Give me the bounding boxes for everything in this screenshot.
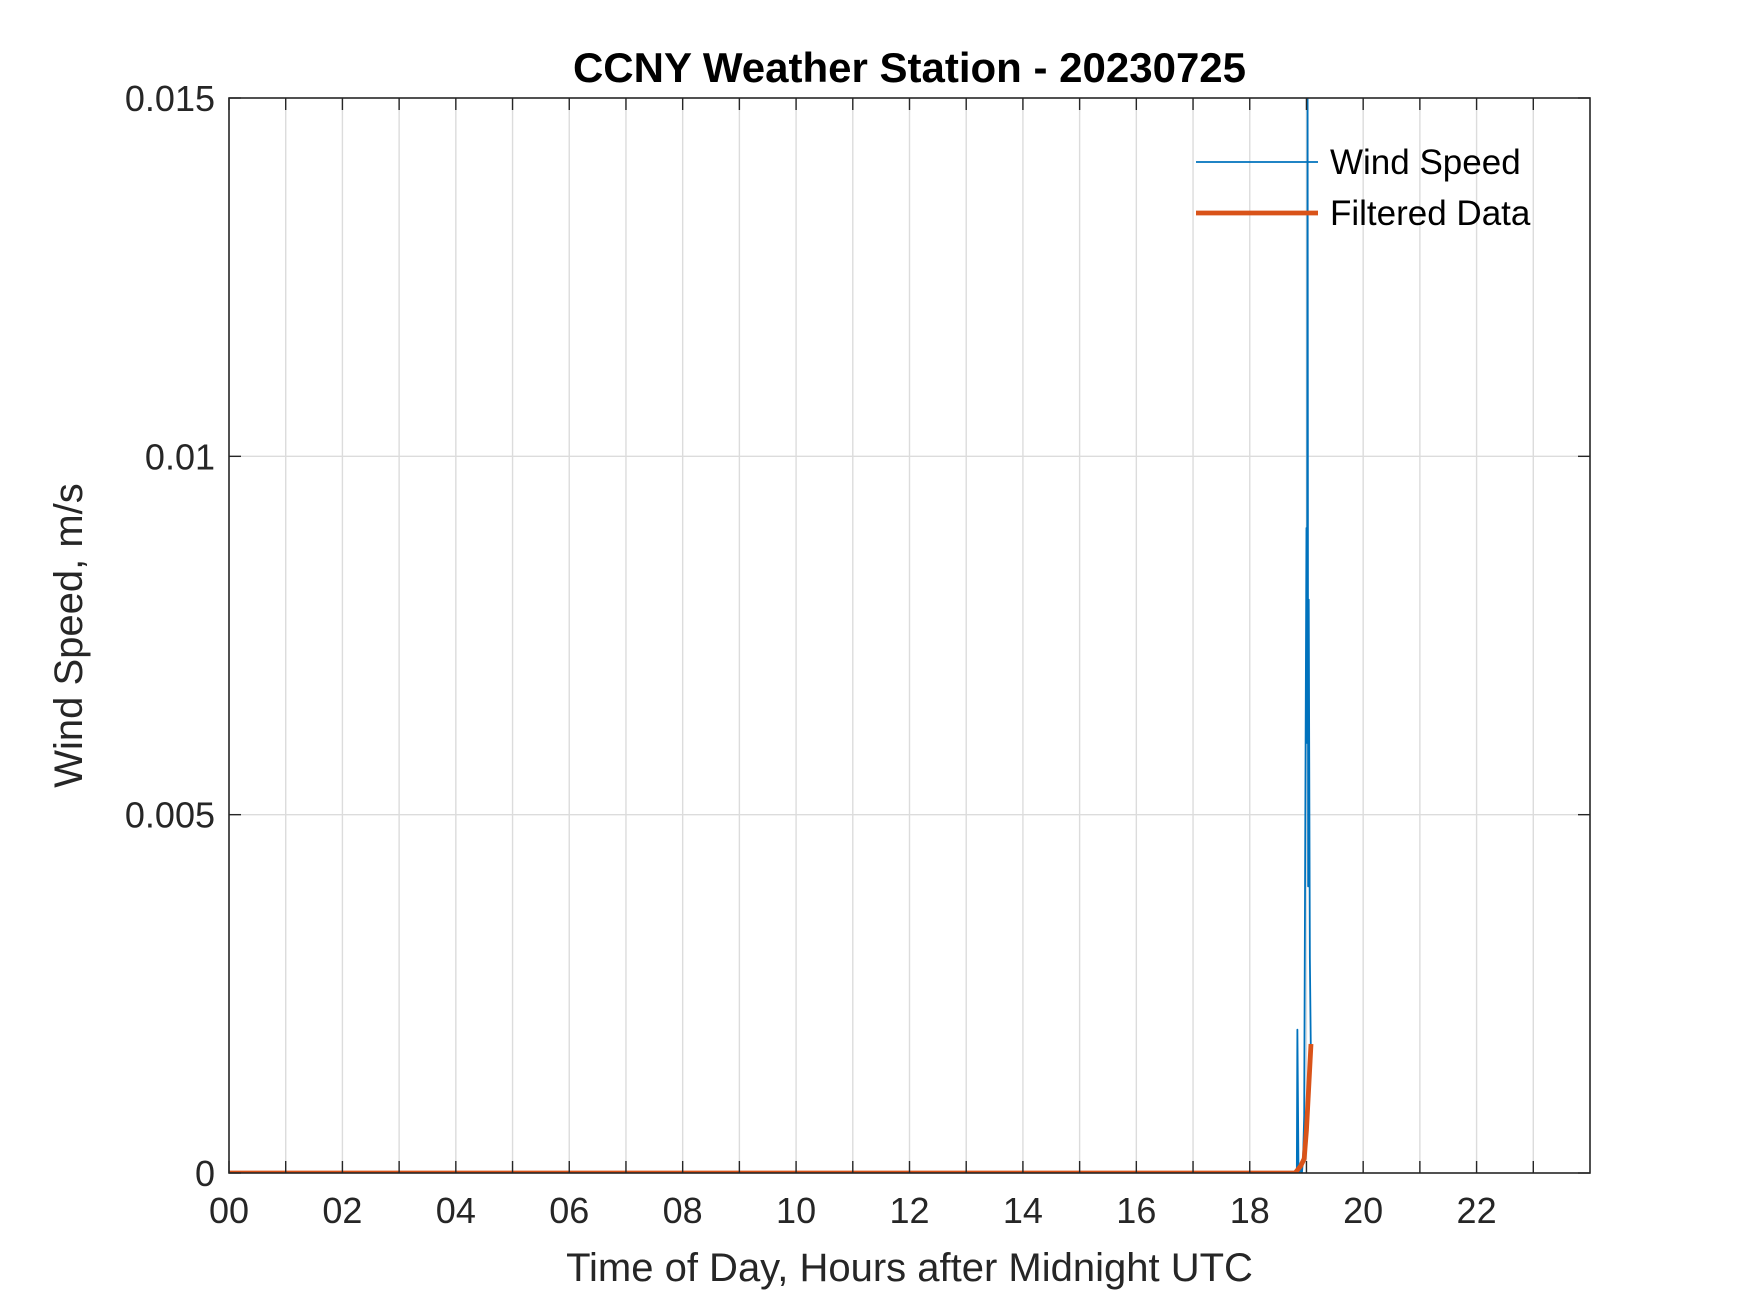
series-line-filtered-data xyxy=(229,1043,1314,1173)
y-tick-label: 0 xyxy=(195,1153,215,1194)
x-tick-label: 18 xyxy=(1230,1190,1270,1231)
y-tick-label: 0.005 xyxy=(125,795,215,836)
tick-marks xyxy=(228,97,1590,1174)
x-tick-label: 04 xyxy=(436,1190,476,1231)
x-tick-label: 20 xyxy=(1343,1190,1383,1231)
x-tick-label: 02 xyxy=(322,1190,362,1231)
chart-title: CCNY Weather Station - 20230725 xyxy=(573,44,1246,91)
y-tick-label: 0.015 xyxy=(125,78,215,119)
legend-entry-label: Wind Speed xyxy=(1330,143,1521,182)
x-tick-label: 00 xyxy=(209,1190,249,1231)
x-tick-label: 10 xyxy=(776,1190,816,1231)
x-axis-label: Time of Day, Hours after Midnight UTC xyxy=(566,1246,1253,1290)
tick-labels: 00 02 04 06 08 10 12 14 16 18 20 22 0 0.005 0.01 0.015 xyxy=(125,78,1497,1231)
y-axis-label: Wind Speed, m/s xyxy=(47,483,91,788)
legend: Wind Speed Filtered Data xyxy=(1196,143,1531,233)
x-tick-label: 16 xyxy=(1116,1190,1156,1231)
x-tick-label: 14 xyxy=(1003,1190,1043,1231)
x-tick-label: 12 xyxy=(889,1190,929,1231)
y-tick-label: 0.01 xyxy=(145,436,215,477)
legend-entry-label: Filtered Data xyxy=(1330,194,1531,233)
series-layer xyxy=(229,98,1314,1173)
x-tick-label: 08 xyxy=(663,1190,703,1231)
x-tick-label: 06 xyxy=(549,1190,589,1231)
x-tick-label: 22 xyxy=(1457,1190,1497,1231)
